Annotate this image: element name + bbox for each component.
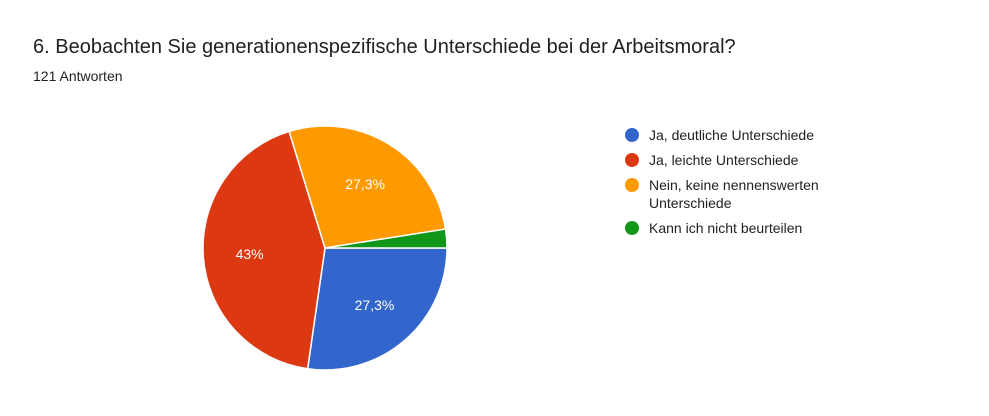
slice-percent-label: 27,3%	[345, 176, 385, 192]
slice-percent-label: 27,3%	[355, 297, 395, 313]
legend-dot-icon	[625, 128, 639, 142]
question-title: 6. Beobachten Sie generationenspezifisch…	[33, 36, 736, 58]
legend-item-keine[interactable]: Nein, keine nennenswerten Unterschiede	[624, 176, 889, 212]
legend-item-nicht-beurteilen[interactable]: Kann ich nicht beurteilen	[624, 219, 889, 237]
slice-percent-label: 43%	[236, 246, 264, 262]
legend-item-leichte[interactable]: Ja, leichte Unterschiede	[624, 151, 889, 169]
chart-legend: Ja, deutliche Unterschiede Ja, leichte U…	[624, 126, 889, 244]
legend-dot-icon	[625, 153, 639, 167]
slice-leichte[interactable]	[202, 130, 326, 370]
legend-dot-icon	[625, 178, 639, 192]
legend-label: Ja, leichte Unterschiede	[649, 152, 799, 168]
slice-keine[interactable]	[288, 125, 447, 249]
legend-label: Kann ich nicht beurteilen	[649, 220, 803, 236]
response-count: 121 Antworten	[33, 68, 123, 84]
slice-nicht-beurteilen[interactable]	[324, 228, 448, 249]
legend-label: Nein, keine nennenswerten Unterschiede	[649, 177, 819, 211]
slice-deutliche[interactable]	[306, 247, 448, 371]
legend-dot-icon	[625, 221, 639, 235]
legend-item-deutliche[interactable]: Ja, deutliche Unterschiede	[624, 126, 889, 144]
legend-label: Ja, deutliche Unterschiede	[649, 127, 814, 143]
